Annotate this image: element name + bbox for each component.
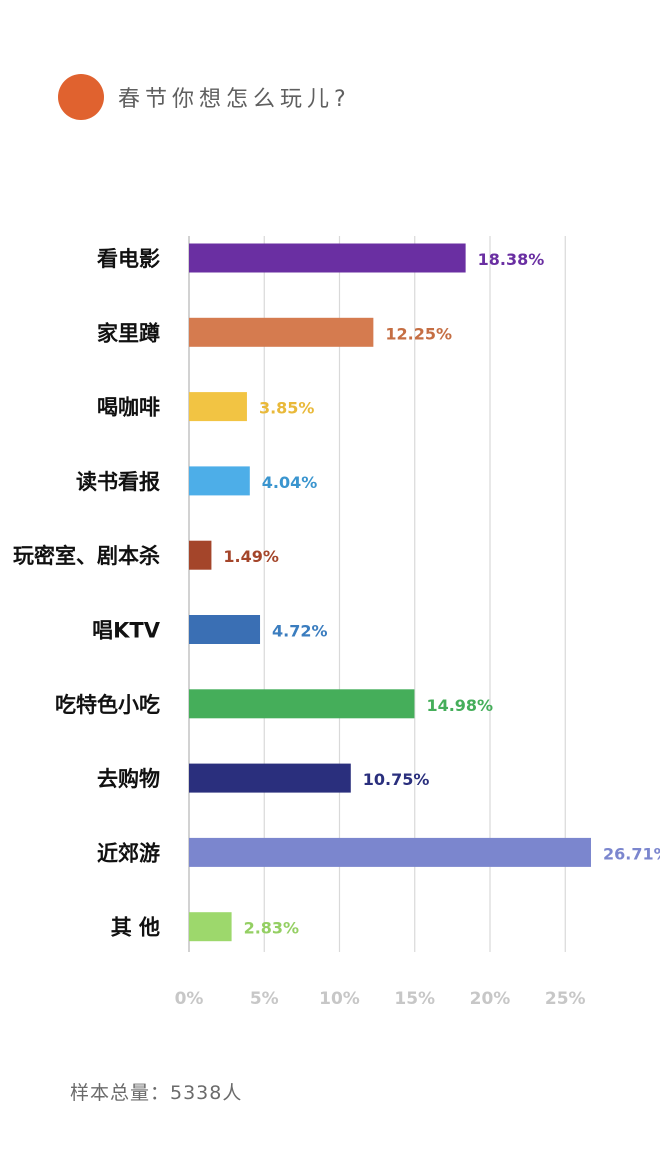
x-tick-label: 20%: [470, 989, 511, 1009]
value-label: 10.75%: [363, 770, 430, 789]
sample-size-note: 样本总量：5338人: [70, 1082, 243, 1104]
category-label: 玩密室、剧本杀: [13, 544, 160, 568]
bar: [189, 392, 247, 422]
bar-chart: 0% 5% 10% 15% 20% 25% 看电影 18.38% 家里蹲 12.25% 喝咖啡 3.8…: [13, 236, 660, 1009]
value-label: 12.25%: [385, 324, 452, 343]
category-label: 吃特色小吃: [55, 693, 160, 717]
bar: [189, 540, 212, 570]
category-label: 家里蹲: [97, 321, 160, 345]
value-label: 14.98%: [426, 696, 493, 715]
bar: [189, 763, 351, 793]
x-tick-label: 5%: [250, 989, 279, 1009]
bar: [189, 837, 591, 867]
category-label: 看电影: [97, 247, 160, 271]
value-label: 4.04%: [262, 473, 318, 492]
bar: [189, 243, 466, 273]
category-label: 喝咖啡: [97, 396, 160, 420]
x-tick-label: 0%: [175, 989, 204, 1009]
bar: [189, 466, 250, 496]
category-label: 近郊游: [97, 841, 160, 865]
value-label: 3.85%: [259, 399, 315, 418]
value-label: 26.71%: [603, 844, 660, 863]
x-tick-label: 15%: [394, 989, 435, 1009]
bar: [189, 689, 415, 719]
value-label: 1.49%: [223, 547, 279, 566]
category-label: 去购物: [97, 767, 160, 791]
chart-title: 春节你想怎么玩儿?: [118, 87, 351, 112]
value-label: 2.83%: [244, 919, 300, 938]
bar: [189, 317, 374, 347]
x-tick-label: 10%: [319, 989, 360, 1009]
category-label: 其 他: [111, 916, 160, 940]
category-label: 唱KTV: [92, 619, 161, 643]
value-label: 18.38%: [478, 250, 545, 269]
x-tick-label: 25%: [545, 989, 586, 1009]
title-dot-icon: [58, 74, 104, 120]
bar: [189, 615, 261, 644]
category-label: 读书看报: [76, 470, 160, 494]
bar: [189, 912, 232, 942]
value-label: 4.72%: [272, 622, 328, 641]
chart-header: 春节你想怎么玩儿?: [58, 74, 351, 120]
